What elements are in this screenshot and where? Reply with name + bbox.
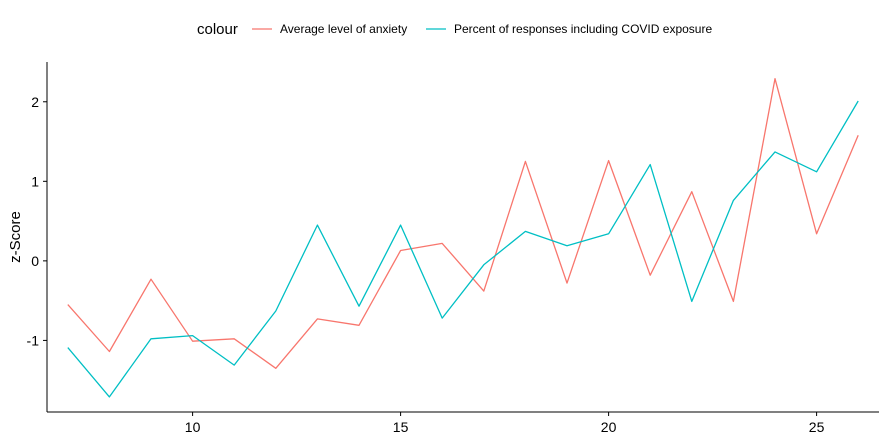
y-axis-title: z-Score [7, 211, 24, 263]
series-line-2 [67, 100, 859, 398]
x-tick-label: 25 [809, 419, 825, 435]
legend-label-2: Percent of responses including COVID exp… [454, 22, 712, 36]
series-line-1 [67, 78, 859, 369]
y-tick-label: -1 [27, 332, 40, 348]
legend: colour Average level of anxiety Percent o… [197, 21, 712, 38]
y-tick-label: 0 [31, 253, 39, 269]
plot-area: -1 0 1 2 10 15 20 25 [27, 62, 879, 435]
y-tick-label: 1 [31, 173, 39, 189]
x-tick-label: 15 [393, 419, 409, 435]
x-tick-label: 10 [185, 419, 201, 435]
legend-title: colour [197, 21, 238, 38]
legend-label-1: Average level of anxiety [280, 22, 407, 36]
y-tick-label: 2 [31, 94, 39, 110]
x-tick-label: 20 [601, 419, 617, 435]
